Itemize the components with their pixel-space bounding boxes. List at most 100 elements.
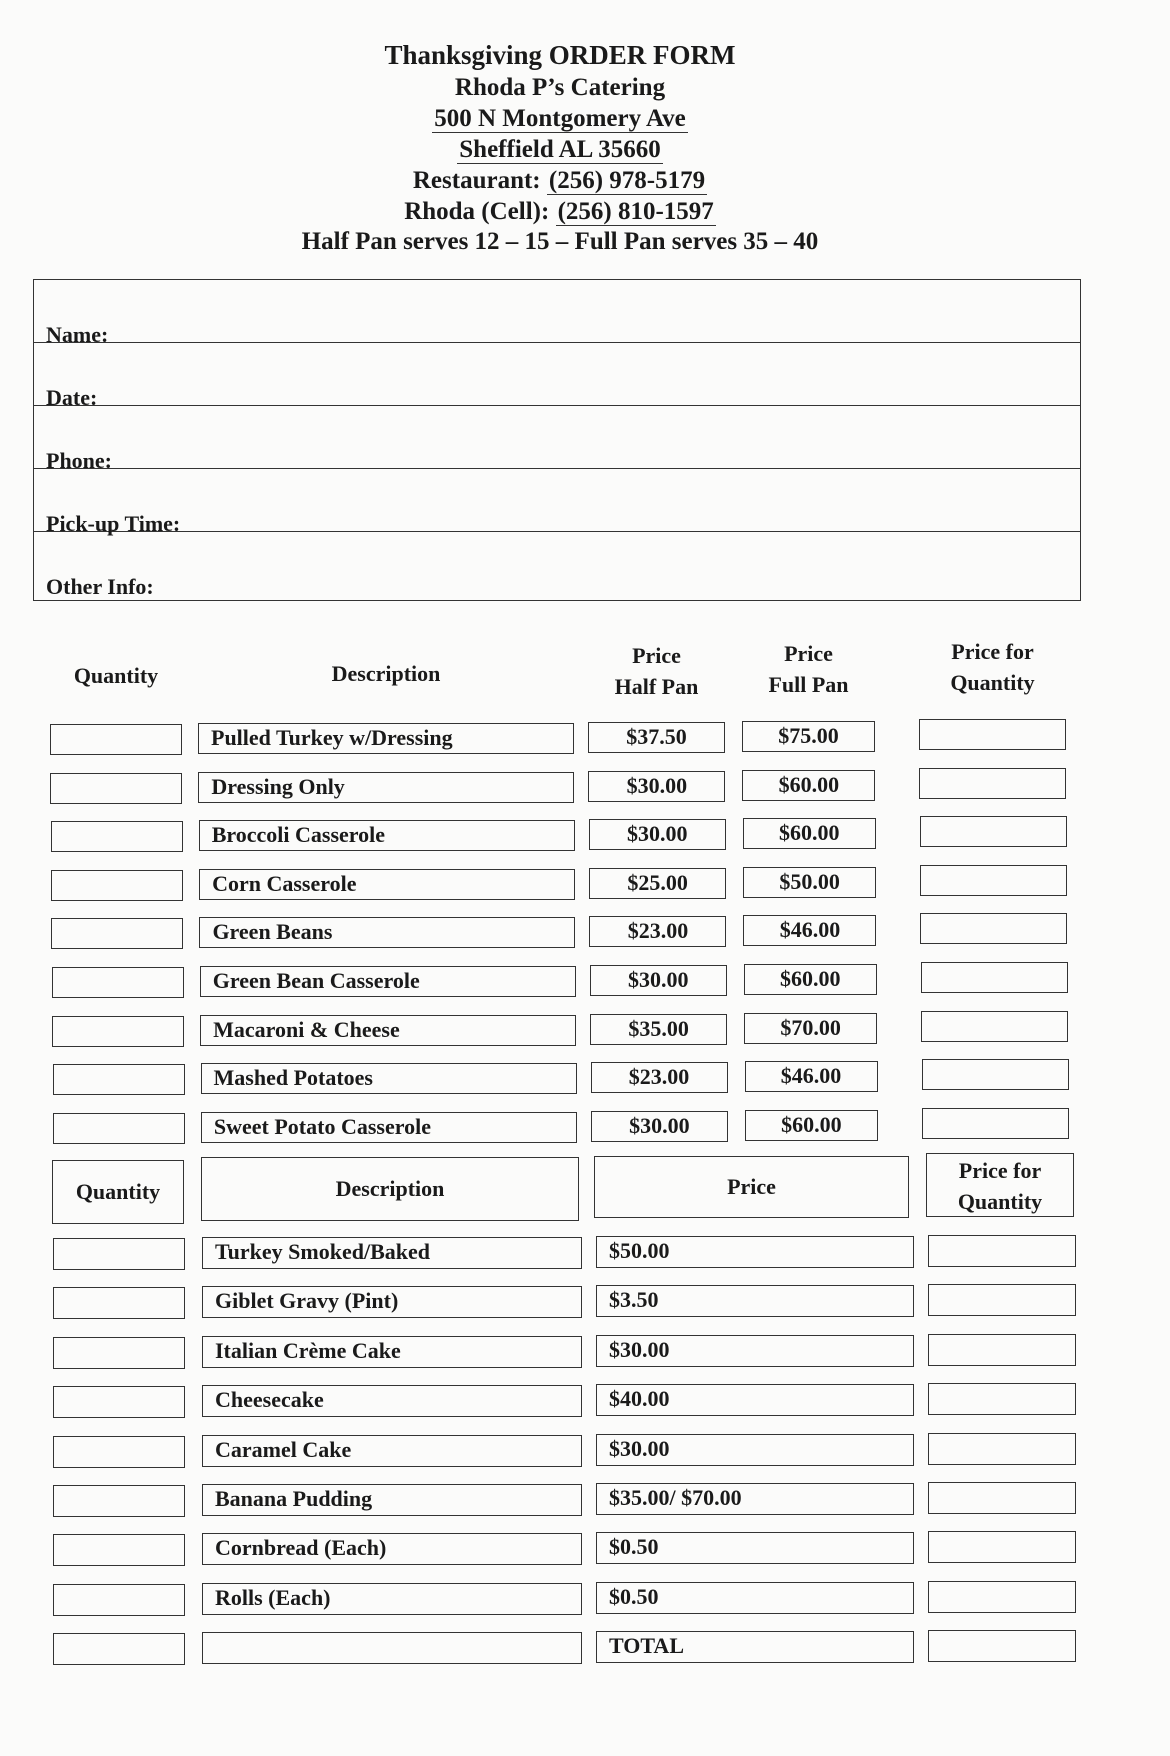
half-pan-header-line-2: Half Pan [614,674,699,699]
item-price: $0.50 [596,1581,914,1614]
info-field-row[interactable]: Phone: [34,406,1080,473]
price-for-quantity-input[interactable] [928,1531,1076,1564]
price-for-quantity-input[interactable] [928,1482,1076,1514]
restaurant-label: Restaurant: [412,167,541,194]
price-for-quantity-input[interactable] [920,864,1068,896]
item-price: $40.00 [596,1384,914,1417]
price-for-quantity-input[interactable] [919,816,1067,848]
price-for-quantity-header-line-2: Quantity [950,670,1035,695]
info-field-row[interactable]: Pick-up Time: [34,469,1080,536]
price-for-quantity-input[interactable] [928,1284,1076,1317]
half-pan-header-line-1: Price [632,643,681,668]
price-for-quantity-input[interactable] [928,1235,1076,1267]
full-pan-header-line-2: Full Pan [768,672,849,697]
item-description: Broccoli Casserole [198,820,575,852]
quantity-header: Quantity [75,1179,161,1204]
price-for-quantity-input[interactable] [928,1580,1076,1613]
info-field-label: Other Info: [46,574,154,599]
quantity-input[interactable] [53,1336,185,1369]
full-pan-price: $50.00 [743,866,877,898]
quantity-input[interactable] [53,1534,185,1567]
item-description: Mashed Potatoes [200,1063,577,1095]
item-description: Banana Pudding [202,1484,582,1516]
half-pan-price: $23.00 [589,916,727,948]
quantity-input[interactable] [53,1435,185,1468]
quantity-input[interactable] [51,869,184,901]
price-header: Price [727,1174,776,1199]
item-description: Pulled Turkey w/Dressing [198,723,574,754]
price-for-quantity-header-line-1: Price for [951,639,1034,664]
info-field-label: Name: [46,322,109,347]
address-line-2: Sheffield AL 35660 [457,136,663,164]
half-pan-price: $30.00 [589,965,727,996]
price-for-quantity-input[interactable] [921,1010,1069,1042]
half-pan-price: $30.00 [588,770,726,802]
half-pan-price: $35.00 [590,1013,728,1045]
quantity-input[interactable] [50,772,183,804]
item-description: Dressing Only [198,771,575,803]
full-pan-price: $60.00 [744,1109,878,1141]
quantity-header: Quantity [73,663,159,688]
price-for-quantity-input[interactable] [919,719,1066,750]
info-field-label: Date: [46,385,98,410]
item-description: Green Bean Casserole [199,966,576,997]
price-for-quantity-header-line-2: Quantity [957,1189,1043,1214]
quantity-input[interactable] [53,1287,185,1320]
description-header-box [201,1157,579,1221]
item-description: Green Beans [199,917,576,949]
full-pan-header-line-1: Price [784,641,833,666]
info-field-row[interactable]: Name: [34,280,1080,347]
info-field-row[interactable]: Other Info: [34,532,1080,599]
price-for-quantity-input[interactable] [921,1059,1069,1091]
item-description: Corn Casserole [199,868,576,900]
price-for-quantity-input[interactable] [921,1107,1069,1139]
item-description: Macaroni & Cheese [200,1014,577,1046]
price-for-quantity-input[interactable] [920,962,1068,993]
quantity-input[interactable] [52,1015,185,1047]
item-price: $50.00 [596,1236,914,1268]
item-description: Cheesecake [202,1385,582,1418]
info-field-label: Pick-up Time: [46,511,181,536]
quantity-input[interactable] [53,1633,185,1666]
quantity-header-box [52,1160,184,1224]
item-description: Caramel Cake [202,1434,582,1467]
full-pan-price: $46.00 [744,1061,878,1093]
price-for-quantity-input[interactable] [928,1333,1076,1366]
half-pan-price: $25.00 [589,867,727,899]
item-description: Sweet Potato Casserole [200,1111,577,1143]
full-pan-price: $46.00 [743,915,877,947]
quantity-input[interactable] [53,1386,185,1419]
item-price: $35.00/ $70.00 [596,1483,914,1515]
half-pan-price: $37.50 [588,722,725,753]
business-name: Rhoda P’s Catering [454,74,666,101]
total-input[interactable] [928,1630,1076,1663]
half-pan-price: $30.00 [588,819,726,851]
price-for-quantity-header-line-1: Price for [958,1158,1042,1183]
price-for-quantity-input[interactable] [928,1432,1076,1465]
quantity-input[interactable] [53,1238,185,1270]
description-header: Description [331,661,441,686]
price-for-quantity-input[interactable] [920,913,1068,945]
item-price: $30.00 [596,1334,914,1367]
full-pan-price: $60.00 [742,769,876,801]
quantity-input[interactable] [52,1112,185,1144]
item-price: $3.50 [596,1285,914,1318]
item-description: Italian Crème Cake [202,1335,582,1368]
quantity-input[interactable] [53,1583,185,1616]
full-pan-price: $60.00 [743,964,877,995]
quantity-input[interactable] [51,918,184,950]
item-description: Giblet Gravy (Pint) [202,1286,582,1319]
quantity-input[interactable] [53,1485,185,1517]
quantity-input[interactable] [50,821,183,853]
restaurant-phone: (256) 978-5179 [546,167,708,195]
cell-label: Rhoda (Cell): [404,198,550,225]
item-description [202,1632,582,1665]
item-price: $0.50 [596,1532,914,1565]
quantity-input[interactable] [50,724,182,755]
price-for-quantity-input[interactable] [928,1383,1076,1416]
quantity-input[interactable] [51,967,184,998]
price-for-quantity-input[interactable] [919,767,1067,799]
info-field-row[interactable]: Date: [34,343,1080,410]
quantity-input[interactable] [52,1064,185,1096]
